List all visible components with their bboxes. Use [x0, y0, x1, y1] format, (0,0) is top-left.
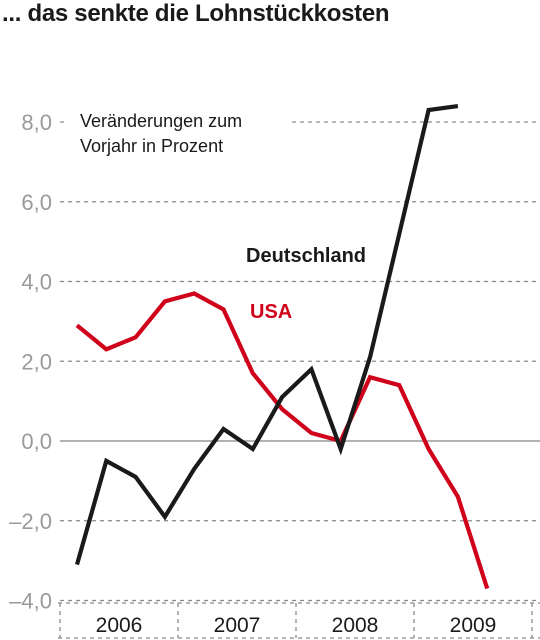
x-tick-label: 2007: [214, 614, 261, 637]
y-tick-label: –2,0: [9, 509, 52, 534]
y-tick-label: 8,0: [21, 110, 52, 135]
series-line-deutschland: [74, 104, 459, 566]
x-tick-label: 2008: [332, 614, 379, 637]
y-tick-label: –4,0: [9, 589, 52, 614]
series-label-usa: USA: [250, 301, 292, 323]
annotation-line-2: Vorjahr in Prozent: [80, 136, 223, 156]
x-axis: 2006 2007 2008 2009: [58, 602, 540, 639]
annotations: Veränderungen zum Vorjahr in Prozent Deu…: [68, 100, 366, 323]
annotation-line-1: Veränderungen zum: [80, 111, 242, 131]
annotation-background: [68, 100, 290, 164]
chart-title: ... das senkte die Lohnstückkosten: [2, 0, 390, 27]
series-label-deutschland: Deutschland: [246, 245, 366, 267]
y-tick-label: 6,0: [21, 190, 52, 215]
y-tick-label: 2,0: [21, 349, 52, 374]
y-tick-label: 4,0: [21, 270, 52, 295]
series-line-usa: [75, 291, 490, 590]
x-tick-label: 2006: [96, 614, 143, 637]
y-axis-ticks: 8,0 6,0 4,0 2,0 0,0 –2,0 –4,0: [9, 110, 52, 614]
x-tick-label: 2009: [450, 614, 497, 637]
y-tick-label: 0,0: [21, 429, 52, 454]
series-lines: [74, 104, 490, 590]
